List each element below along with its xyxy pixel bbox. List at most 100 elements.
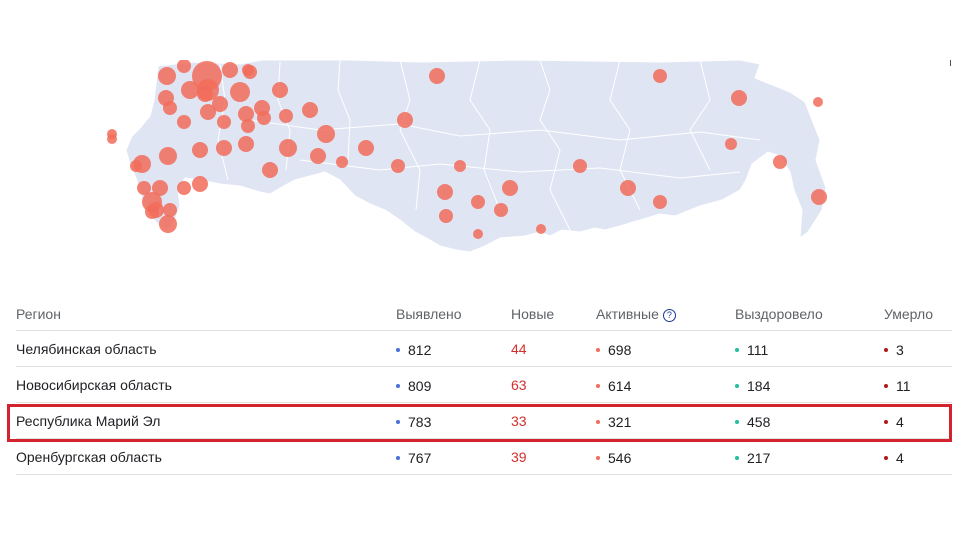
header-active-label[interactable]: Активные (596, 306, 659, 322)
table-row-highlighted[interactable]: Республика Марий Эл 783 33 321 458 4 (16, 402, 952, 439)
recovered-value: 217 (747, 450, 771, 466)
region-bubble[interactable] (137, 181, 151, 195)
region-bubble[interactable] (811, 189, 827, 205)
header-region[interactable]: Регион (16, 298, 396, 331)
new-value: 33 (511, 402, 596, 439)
region-bubble[interactable] (216, 140, 232, 156)
region-bubble[interactable] (437, 184, 453, 200)
active-dot (596, 384, 600, 388)
region-map[interactable] (100, 59, 840, 260)
found-value: 812 (408, 342, 432, 358)
table-row[interactable]: Челябинская область 812 44 698 111 3 (16, 330, 952, 367)
map-region-border (689, 59, 711, 171)
region-bubble[interactable] (257, 111, 271, 125)
region-bubble[interactable] (653, 195, 667, 209)
region-bubble[interactable] (272, 82, 288, 98)
region-bubble[interactable] (159, 215, 177, 233)
region-bubble[interactable] (773, 155, 787, 169)
found-dot (396, 456, 400, 460)
map-canvas (107, 59, 827, 253)
region-bubble[interactable] (192, 142, 208, 158)
region-bubble[interactable] (429, 68, 445, 84)
map-region-border (399, 59, 421, 211)
region-bubble[interactable] (163, 101, 177, 115)
region-bubble[interactable] (454, 160, 466, 172)
region-bubble[interactable] (620, 180, 636, 196)
map-region-border (299, 159, 741, 179)
region-bubble[interactable] (391, 159, 405, 173)
region-bubble[interactable] (181, 81, 199, 99)
region-bubble[interactable] (573, 159, 587, 173)
recovered-dot (735, 420, 739, 424)
died-dot (884, 384, 888, 388)
region-bubble[interactable] (197, 86, 213, 102)
recovered-dot (735, 348, 739, 352)
died-dot (884, 456, 888, 460)
region-bubble[interactable] (653, 69, 667, 83)
found-dot (396, 348, 400, 352)
region-bubble[interactable] (502, 180, 518, 196)
region-bubble[interactable] (177, 181, 191, 195)
region-bubble[interactable] (222, 62, 238, 78)
active-value: 321 (608, 414, 632, 430)
region-bubble[interactable] (471, 195, 485, 209)
region-bubble[interactable] (536, 224, 546, 234)
region-bubble[interactable] (130, 160, 142, 172)
region-bubble[interactable] (473, 229, 483, 239)
edge-marker (950, 60, 951, 66)
region-bubble[interactable] (813, 97, 823, 107)
region-name: Республика Марий Эл (16, 402, 396, 439)
region-bubble[interactable] (243, 65, 257, 79)
region-bubble[interactable] (358, 140, 374, 156)
region-bubble[interactable] (241, 119, 255, 133)
region-bubble[interactable] (158, 67, 176, 85)
region-bubble[interactable] (279, 109, 293, 123)
active-dot (596, 420, 600, 424)
died-dot (884, 420, 888, 424)
region-bubble[interactable] (212, 96, 228, 112)
region-bubble[interactable] (230, 82, 250, 102)
region-bubble[interactable] (238, 136, 254, 152)
region-bubble[interactable] (397, 112, 413, 128)
recovered-value: 458 (747, 414, 771, 430)
region-bubble[interactable] (310, 148, 326, 164)
new-value: 63 (511, 366, 596, 403)
region-name: Новосибирская область (16, 366, 396, 403)
region-bubble[interactable] (336, 156, 348, 168)
region-bubble[interactable] (279, 139, 297, 157)
region-bubble[interactable] (159, 147, 177, 165)
header-recovered[interactable]: Выздоровело (735, 298, 884, 331)
header-new[interactable]: Новые (511, 298, 596, 331)
found-dot (396, 384, 400, 388)
region-name: Оренбургская область (16, 438, 396, 475)
region-bubble[interactable] (238, 106, 254, 122)
region-bubble[interactable] (731, 90, 747, 106)
help-icon[interactable]: ? (662, 308, 676, 322)
region-bubble[interactable] (302, 102, 318, 118)
regions-table: Регион Выявлено Новые Активные? Выздоров… (16, 298, 952, 475)
region-bubble[interactable] (192, 176, 208, 192)
region-bubble[interactable] (725, 138, 737, 150)
region-bubble[interactable] (439, 209, 453, 223)
region-bubble[interactable] (317, 125, 335, 143)
table-row[interactable]: Оренбургская область 767 39 546 217 4 (16, 438, 952, 475)
header-found[interactable]: Выявлено (396, 298, 511, 331)
header-active[interactable]: Активные? (596, 298, 735, 331)
recovered-dot (735, 384, 739, 388)
region-bubble[interactable] (200, 104, 216, 120)
region-bubble[interactable] (152, 180, 168, 196)
region-bubble[interactable] (107, 134, 117, 144)
died-value: 11 (896, 378, 911, 394)
header-died[interactable]: Умерло (884, 298, 952, 331)
region-bubble[interactable] (177, 59, 191, 73)
region-bubble[interactable] (177, 115, 191, 129)
region-bubble[interactable] (217, 115, 231, 129)
region-bubble[interactable] (262, 162, 278, 178)
map-region-border (469, 59, 501, 211)
region-bubble[interactable] (163, 203, 177, 217)
table-row[interactable]: Новосибирская область 809 63 614 184 11 (16, 366, 952, 403)
active-dot (596, 456, 600, 460)
region-bubble[interactable] (494, 203, 508, 217)
found-dot (396, 420, 400, 424)
region-bubble[interactable] (145, 205, 159, 219)
